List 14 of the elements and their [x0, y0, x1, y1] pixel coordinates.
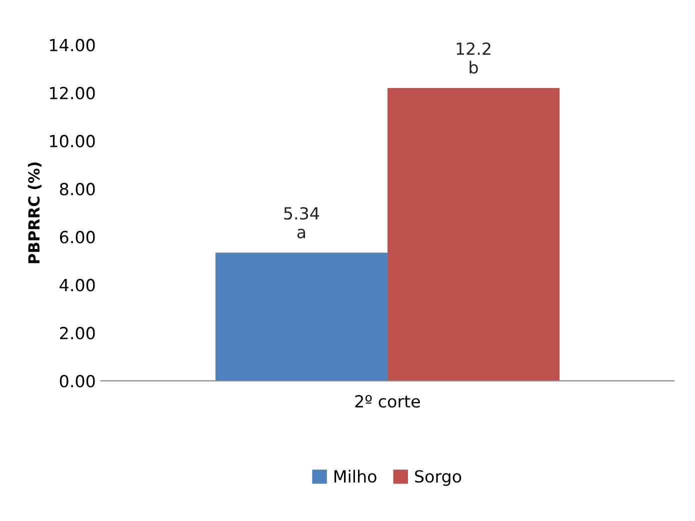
legend-label: Milho	[334, 470, 376, 483]
y-tick-label: 8.00	[60, 182, 95, 196]
y-tick-label: 4.00	[60, 278, 95, 292]
y-tick-label: 12.00	[50, 86, 95, 100]
y-tick-label: 0.00	[60, 374, 95, 388]
legend-label: Sorgo	[415, 470, 462, 486]
data-label: 12.2 b	[456, 42, 490, 74]
data-label: 5.34 a	[284, 207, 320, 238]
y-tick-label: 10.00	[50, 134, 95, 148]
y-axis-title: PBPRRC (%)	[28, 162, 42, 264]
x-tick-label: 2º corte	[355, 395, 420, 408]
y-tick-label: 14.00	[50, 38, 95, 52]
y-tick-label: 2.00	[60, 326, 95, 340]
y-tick-label: 6.00	[60, 230, 95, 244]
